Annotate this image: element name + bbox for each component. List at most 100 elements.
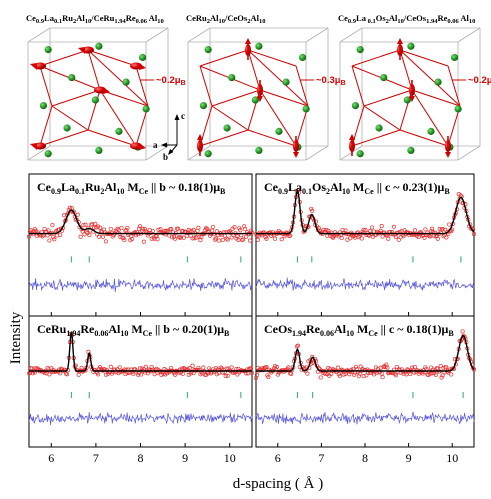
x-tick-label: 6: [48, 451, 54, 465]
ce-moments: [30, 46, 146, 150]
data-point: [125, 225, 130, 231]
al-atom: [380, 74, 388, 82]
data-point: [223, 374, 228, 379]
data-point: [266, 375, 271, 380]
data-point: [439, 227, 444, 232]
moment-arrowhead: [445, 152, 451, 158]
al-atom: [204, 150, 212, 158]
difference-curve: [28, 412, 253, 426]
data-point: [396, 237, 401, 242]
al-atom: [39, 102, 48, 110]
data-point: [429, 229, 434, 234]
al-atom: [450, 53, 459, 62]
moment-arrowhead: [409, 96, 415, 102]
data-point: [103, 372, 108, 377]
data-point: [198, 372, 203, 377]
data-point: [137, 224, 143, 229]
data-point: [282, 234, 287, 239]
data-point: [189, 369, 194, 374]
data-point: [337, 374, 342, 379]
data-point: [378, 228, 383, 233]
moment-arrow: [30, 143, 37, 150]
data-point: [63, 371, 69, 376]
al-atom: [407, 146, 415, 154]
data-point: [438, 363, 443, 369]
data-point: [393, 234, 398, 240]
data-point: [432, 230, 438, 235]
data-point: [380, 375, 385, 380]
data-point: [440, 227, 445, 232]
x-tick-label: 10: [224, 451, 236, 465]
data-point: [243, 227, 248, 232]
data-point: [176, 234, 182, 240]
data-point: [361, 374, 366, 379]
data-point: [218, 365, 223, 370]
data-point: [108, 364, 113, 369]
data-point: [385, 365, 390, 370]
data-point: [26, 234, 32, 239]
data-point: [175, 226, 181, 231]
moment-arrow: [78, 47, 85, 54]
bond-network: [351, 49, 461, 147]
data-point: [76, 372, 81, 377]
data-point: [429, 365, 434, 370]
data-point: [58, 232, 63, 238]
data-point: [136, 226, 142, 231]
al-atom: [375, 124, 383, 132]
diffraction-panel: Ce0.9La0.1Ru2Al10 MCe || b ~ 0.18(1)μB: [26, 173, 255, 317]
data-point: [169, 365, 174, 371]
data-point: [123, 372, 128, 377]
data-point: [212, 237, 218, 242]
data-point: [225, 237, 230, 242]
data-point: [386, 236, 391, 241]
data-point: [81, 222, 86, 228]
data-point: [238, 228, 243, 233]
data-point: [408, 371, 413, 377]
data-point: [92, 225, 97, 230]
data-point: [347, 372, 352, 377]
data-point: [173, 236, 178, 241]
crystal-title: Ce0.9La 0.1Os2Al10/CeOs1.94Re0.06 Al10: [338, 13, 475, 25]
crystal-3: Ce0.9La 0.1Os2Al10/CeOs1.94Re0.06 Al10 ~0…: [338, 13, 491, 161]
data-point: [414, 368, 419, 373]
data-point: [439, 375, 444, 380]
al-atom: [255, 146, 263, 154]
difference-curve: [28, 278, 253, 293]
data-point: [441, 366, 446, 371]
data-point: [343, 228, 348, 233]
moment-label: ~0.2μB: [468, 75, 491, 87]
unit-cell: [27, 27, 169, 161]
data-point: [274, 365, 279, 370]
ce-moments: [197, 38, 299, 158]
data-point: [352, 235, 358, 240]
data-point: [393, 373, 398, 378]
panel-title: CeRu1.94Re0.06Al10 MCe || b ~ 0.20(1)μB: [37, 322, 230, 338]
moment-arrow: [139, 63, 146, 70]
al-atom: [142, 105, 150, 113]
al-atom: [403, 96, 411, 104]
moment-label: ~0.3μB: [316, 75, 346, 87]
data-point: [201, 365, 206, 370]
data-point: [461, 333, 466, 338]
moment-label: ~0.2μB: [156, 75, 186, 87]
data-point: [447, 222, 452, 227]
data-point: [357, 371, 362, 376]
data-point: [264, 236, 269, 241]
data-point: [163, 232, 168, 237]
al-atom: [63, 124, 71, 132]
data-point: [178, 235, 183, 240]
data-point: [444, 235, 449, 240]
moment-arrow: [103, 87, 110, 94]
data-point: [123, 228, 128, 233]
data-point: [207, 366, 212, 371]
data-point: [248, 366, 254, 371]
panel-title: Ce0.9La0.1Ru2Al10 MCe || b ~ 0.18(1)μB: [37, 180, 226, 196]
data-point: [122, 237, 127, 243]
data-point: [78, 234, 83, 239]
data-point: [187, 366, 192, 371]
al-atom: [298, 53, 307, 62]
data-point: [294, 344, 299, 349]
data-point: [62, 213, 67, 218]
data-point: [339, 236, 344, 241]
data-point: [225, 373, 230, 378]
